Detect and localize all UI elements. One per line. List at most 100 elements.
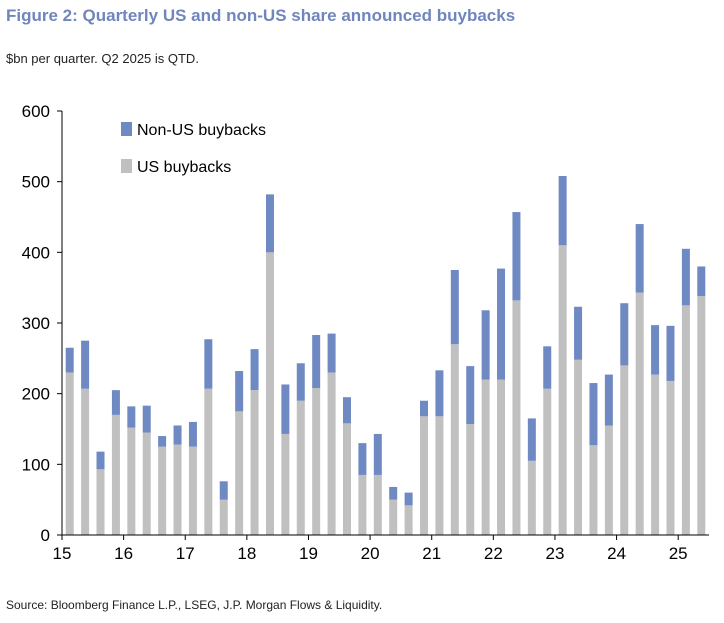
bar-non-us-15: [296, 363, 305, 401]
bar-us-31: [543, 388, 552, 535]
x-tick-label-8: 23: [545, 544, 564, 563]
bar-us-13: [265, 252, 274, 536]
bar-us-2: [96, 469, 105, 535]
bar-us-41: [697, 296, 706, 535]
bar-non-us-4: [127, 406, 136, 428]
legend-swatch-0: [121, 122, 132, 136]
axes-group: 0 100 200 300 400 500 600 15 16 17 18 19 20 21 22 23 24 2…: [22, 102, 709, 563]
bar-non-us-6: [158, 436, 167, 447]
bar-non-us-10: [219, 481, 228, 500]
bar-non-us-5: [142, 405, 151, 433]
legend-swatch-1: [121, 159, 132, 173]
bar-us-18: [342, 423, 351, 535]
bar-non-us-36: [620, 303, 629, 366]
y-tick-label-0: 0: [41, 526, 50, 545]
bar-us-23: [420, 416, 429, 535]
bars-group: [65, 176, 706, 536]
bar-us-30: [527, 460, 536, 535]
bar-us-3: [111, 414, 120, 535]
bar-non-us-40: [681, 248, 690, 306]
bar-us-21: [389, 499, 398, 535]
y-tick-label-5: 500: [22, 173, 50, 192]
bar-non-us-29: [512, 212, 521, 301]
bar-us-14: [281, 433, 290, 535]
bar-non-us-3: [111, 390, 120, 415]
x-tick-label-9: 24: [607, 544, 626, 563]
bar-non-us-7: [173, 425, 182, 445]
bar-non-us-2: [96, 451, 105, 470]
x-tick-label-4: 19: [299, 544, 318, 563]
bar-non-us-32: [558, 176, 567, 246]
bar-non-us-37: [635, 224, 644, 293]
bar-us-24: [435, 416, 444, 535]
bar-us-10: [219, 499, 228, 535]
bar-non-us-24: [435, 370, 444, 417]
x-tick-label-2: 17: [176, 544, 195, 563]
bar-non-us-23: [420, 400, 429, 417]
chart-source: Source: Bloomberg Finance L.P., LSEG, J.…: [6, 598, 383, 612]
bar-us-32: [558, 245, 567, 535]
x-tick-label-6: 21: [422, 544, 441, 563]
bar-us-11: [235, 411, 244, 535]
bar-us-22: [404, 505, 413, 535]
bar-non-us-30: [527, 418, 536, 461]
bar-us-4: [127, 427, 136, 535]
bar-non-us-8: [188, 421, 197, 447]
bar-us-12: [250, 390, 259, 535]
legend: Non-US buybacks US buybacks: [121, 122, 266, 176]
bar-us-7: [173, 444, 182, 535]
bar-us-29: [512, 300, 521, 535]
bar-non-us-12: [250, 349, 259, 391]
bar-us-0: [65, 372, 74, 535]
x-tick-label-3: 18: [237, 544, 256, 563]
bar-non-us-38: [651, 325, 660, 375]
bar-us-9: [204, 388, 213, 535]
bar-non-us-33: [574, 306, 583, 360]
bar-non-us-25: [450, 270, 459, 345]
bar-us-39: [666, 380, 675, 535]
bar-non-us-18: [342, 397, 351, 424]
bar-non-us-31: [543, 346, 552, 389]
bar-us-5: [142, 432, 151, 535]
bar-non-us-35: [604, 374, 613, 426]
bar-non-us-14: [281, 384, 290, 434]
y-tick-label-1: 100: [22, 455, 50, 474]
chart-subtitle: $bn per quarter. Q2 2025 is QTD.: [6, 51, 199, 66]
bar-non-us-26: [466, 366, 475, 425]
y-tick-label-4: 400: [22, 243, 50, 262]
bar-non-us-17: [327, 333, 336, 373]
bar-non-us-20: [373, 433, 382, 475]
bar-us-38: [651, 374, 660, 535]
bar-non-us-39: [666, 325, 675, 381]
x-tick-label-10: 25: [669, 544, 688, 563]
legend-label-1: US buybacks: [137, 159, 231, 176]
bar-non-us-1: [81, 340, 90, 389]
bar-non-us-9: [204, 339, 213, 389]
x-tick-label-7: 22: [484, 544, 503, 563]
bar-us-36: [620, 365, 629, 535]
bar-us-26: [466, 424, 475, 535]
bar-us-19: [358, 474, 367, 535]
bar-non-us-41: [697, 266, 706, 297]
bar-non-us-11: [235, 371, 244, 412]
bar-us-28: [497, 379, 506, 535]
y-tick-label-3: 300: [22, 314, 50, 333]
bar-non-us-22: [404, 492, 413, 506]
bar-us-17: [327, 372, 336, 535]
bar-us-37: [635, 292, 644, 535]
bar-non-us-34: [589, 383, 598, 446]
bar-us-16: [312, 388, 321, 535]
x-tick-label-5: 20: [361, 544, 380, 563]
y-tick-label-2: 200: [22, 385, 50, 404]
x-tick-label-1: 16: [114, 544, 133, 563]
bar-us-40: [681, 305, 690, 535]
bar-us-6: [158, 446, 167, 535]
bar-non-us-0: [65, 347, 74, 373]
bar-us-27: [481, 379, 490, 535]
bar-us-35: [604, 425, 613, 535]
legend-label-0: Non-US buybacks: [137, 122, 266, 139]
x-tick-label-0: 15: [53, 544, 72, 563]
chart-title: Figure 2: Quarterly US and non-US share …: [6, 6, 516, 25]
bar-us-25: [450, 344, 459, 535]
